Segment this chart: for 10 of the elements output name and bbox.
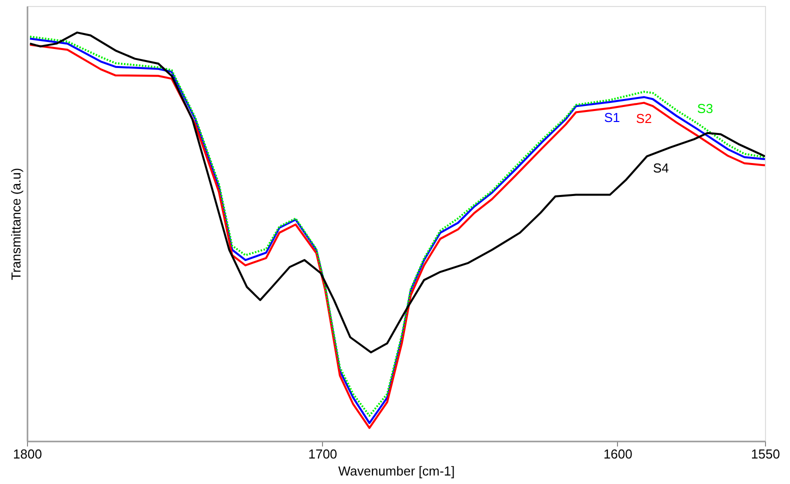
series-label: S3 (697, 101, 714, 116)
y-axis-title: Transmittance (a.u) (8, 168, 24, 280)
x-axis-title: Wavenumber [cm-1] (338, 464, 455, 478)
series-label: S4 (652, 160, 669, 176)
series-label: S2 (636, 110, 652, 126)
x-tick-label: 1700 (308, 446, 338, 462)
x-tick-label: 1550 (751, 446, 780, 462)
x-tick-label: 1600 (603, 446, 632, 462)
series-label: S1 (604, 110, 620, 125)
x-tick-label: 1800 (13, 446, 42, 462)
